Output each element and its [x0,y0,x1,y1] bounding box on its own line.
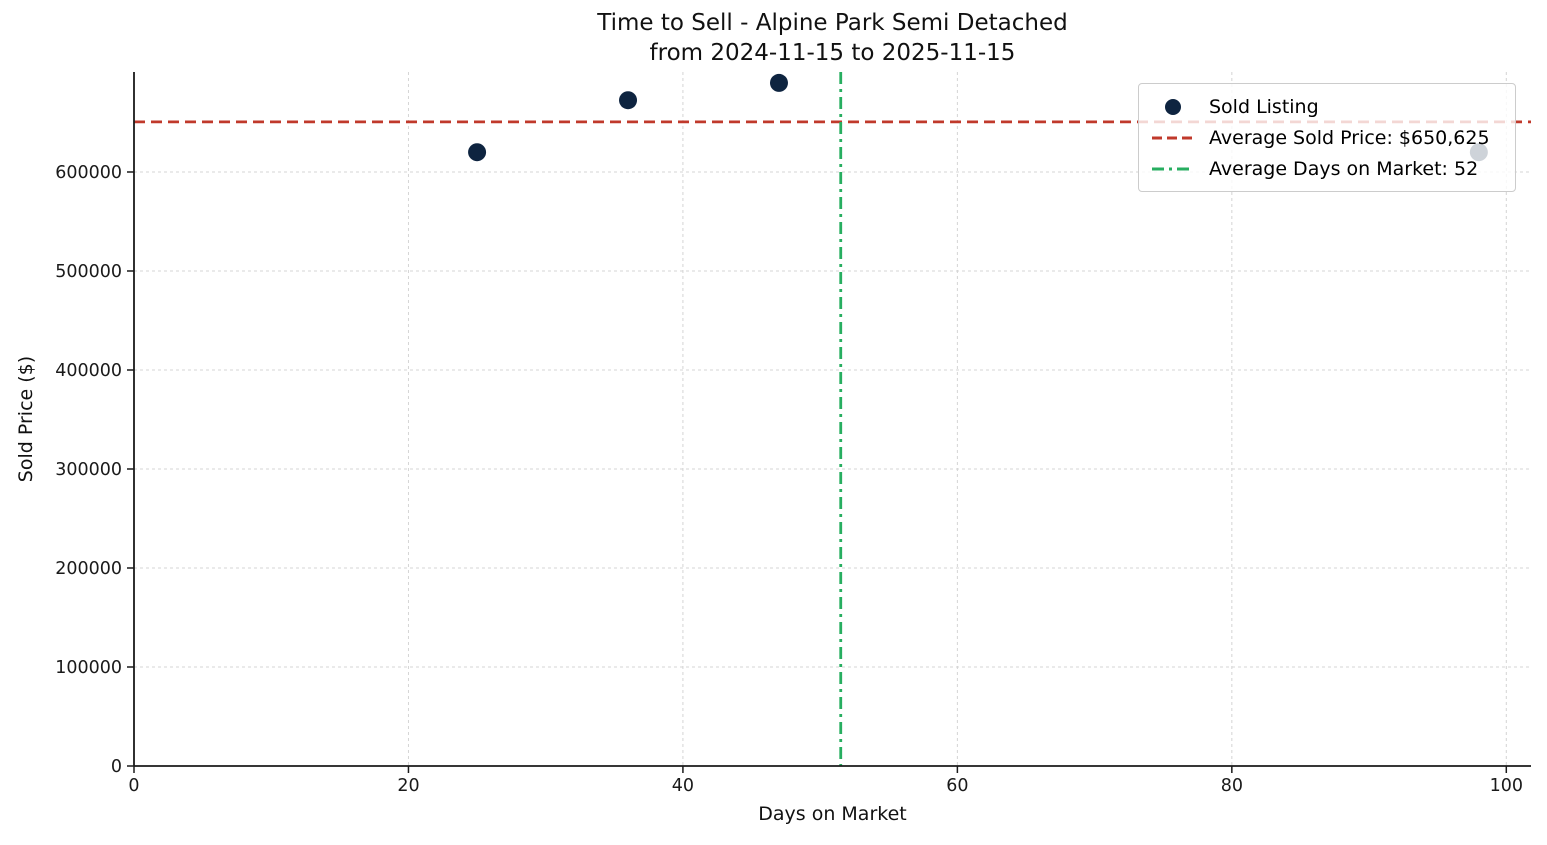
x-tick-label: 100 [1490,776,1523,796]
y-tick-label: 100000 [55,658,122,678]
dashdot-line-icon [1151,165,1195,173]
legend-label-average-days-on-market: Average Days on Market: 52 [1209,157,1479,180]
y-tick-label: 300000 [55,460,122,480]
y-tick-label: 600000 [55,163,122,183]
y-tick-label: 400000 [55,361,122,381]
legend-item-sold-listing: Sold Listing [1151,91,1503,122]
x-tick-label: 60 [946,776,968,796]
tick-marks [127,171,1508,773]
legend-box: Sold Listing Average Sold Price: $650,62… [1138,83,1516,192]
data-point [769,73,788,92]
x-tick-label: 20 [397,776,419,796]
y-tick-label: 500000 [55,262,122,282]
legend-label-sold-listing: Sold Listing [1209,95,1319,118]
chart-title-line2: from 2024-11-15 to 2025-11-15 [649,40,1016,66]
x-tick-label: 80 [1221,776,1243,796]
tick-labels: 0 20 40 60 80 100 0 100000 200000 300000 400000 500… [55,163,1523,796]
chart-title-line1: Time to Sell - Alpine Park Semi Detached [597,10,1068,36]
dashed-line-icon [1151,134,1195,142]
x-tick-label: 0 [128,776,139,796]
sold-listing-dot-icon [1151,98,1195,115]
y-tick-label: 0 [111,757,122,777]
chart-title: Time to Sell - Alpine Park Semi Detached… [134,8,1531,68]
x-tick-label: 40 [672,776,694,796]
legend-item-average-days-on-market: Average Days on Market: 52 [1151,153,1503,184]
axes-spines [133,72,1531,767]
data-point [468,143,487,162]
y-axis-label: Sold Price ($) [15,355,37,483]
legend-label-average-sold-price: Average Sold Price: $650,625 [1209,126,1490,149]
y-tick-label: 200000 [55,559,122,579]
x-axis-label: Days on Market [758,803,907,825]
data-point [619,91,638,110]
legend-item-average-sold-price: Average Sold Price: $650,625 [1151,122,1503,153]
